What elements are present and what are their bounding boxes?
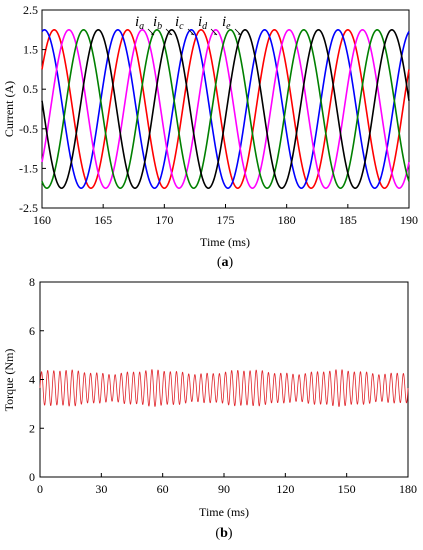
panel-b-x-ticks: 0 30 60 90 120 150 180: [37, 473, 417, 496]
series-label-arrowhead: [190, 33, 194, 35]
x-tick-label: 60: [157, 482, 169, 496]
panel-a-series-labels: ia ib ic id ie: [135, 14, 242, 36]
y-tick-label: 0.5: [23, 82, 38, 96]
y-tick-label: 0: [29, 470, 35, 484]
panel-b-label: (b): [215, 526, 232, 541]
series-label-c: ic: [175, 14, 195, 36]
x-tick-label: 180: [278, 213, 296, 227]
y-tick-label: 2: [29, 421, 35, 435]
y-tick-label: 8: [29, 275, 35, 289]
y-tick-label: 2.5: [23, 3, 38, 17]
x-tick-label: 170: [155, 213, 173, 227]
current-series-a: [41, 28, 410, 190]
x-tick-label: 90: [218, 482, 230, 496]
x-tick-label: 165: [94, 213, 112, 227]
series-label-arrowhead: [237, 33, 241, 35]
y-tick-label: 6: [29, 324, 35, 338]
x-tick-label: 150: [338, 482, 356, 496]
series-label-arrowhead: [168, 33, 172, 35]
panel-b-y-ticks: 0 2 4 6 8: [29, 275, 44, 484]
panel-a-x-axis-label: Time (ms): [200, 235, 250, 249]
x-tick-label: 160: [33, 213, 51, 227]
panel-a-x-ticks: 160 165 170 175 180 185 190: [33, 204, 418, 227]
y-tick-label: -0.5: [19, 122, 38, 136]
panel-b: 0 30 60 90 120 150 180 0 2 4 6 8 Time (ms) Torque …: [2, 275, 417, 541]
panel-b-series: [39, 369, 409, 407]
y-tick-label: 4: [29, 373, 35, 387]
x-tick-label: 185: [339, 213, 357, 227]
series-label-b: ib: [153, 14, 173, 36]
series-label-text: ib: [153, 14, 162, 32]
series-label-arrowhead: [150, 33, 154, 35]
y-tick-label: -2.5: [19, 201, 38, 215]
current-series-b: [41, 28, 410, 190]
panel-a-y-ticks: -2.5 -1.5 -0.5 0.5 1.5 2.5: [19, 3, 46, 215]
panel-b-y-axis-label: Torque (Nm): [2, 349, 16, 412]
series-label-text: ie: [222, 14, 231, 32]
panel-b-frame: [39, 281, 409, 478]
series-label-d: id: [198, 14, 218, 36]
x-tick-label: 0: [37, 482, 43, 496]
panel-a-y-axis-label: Current (A): [2, 81, 16, 137]
x-tick-label: 190: [400, 213, 418, 227]
x-tick-label: 120: [276, 482, 294, 496]
y-tick-label: -1.5: [19, 161, 38, 175]
panel-b-x-axis-label: Time (ms): [199, 505, 249, 519]
x-tick-label: 30: [95, 482, 107, 496]
current-series-c: [41, 28, 410, 190]
current-series-e: [41, 28, 410, 190]
series-label-arrowhead: [213, 33, 217, 35]
x-tick-label: 180: [399, 482, 417, 496]
panel-a-label: (a): [217, 255, 234, 270]
panel-a-series: [41, 28, 410, 190]
panel-a: 160 165 170 175 180 185 190 -2.5 -1.5 -0.5 0.5 1.5…: [2, 3, 418, 270]
x-tick-label: 175: [217, 213, 235, 227]
torque-series: [39, 369, 409, 407]
series-label-text: ia: [135, 14, 144, 32]
series-label-e: ie: [222, 14, 242, 36]
series-label-text: ic: [175, 14, 184, 32]
y-tick-label: 1.5: [23, 43, 38, 57]
series-label-a: ia: [135, 14, 155, 36]
series-label-text: id: [198, 14, 208, 32]
